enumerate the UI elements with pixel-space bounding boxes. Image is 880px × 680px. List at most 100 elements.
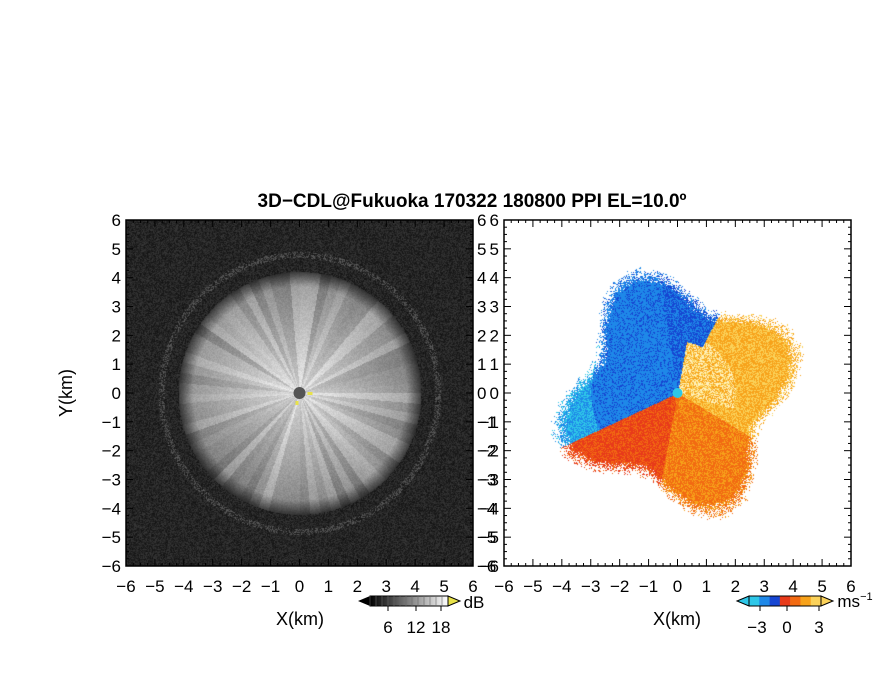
y-tick-label-right: −6 — [477, 557, 496, 576]
x-tick-label: −5 — [145, 577, 164, 596]
x-tick-label: −5 — [523, 577, 542, 596]
snr-panel: −66 6−55 5−44 4−33 3−22 2−11 100 01−1 −12−2 −23−3… — [56, 211, 496, 629]
y-tick-label: 1 — [490, 355, 499, 374]
y-tick-label: 3 — [112, 298, 121, 317]
y-tick-label-right: −4 — [477, 499, 496, 518]
lidar-site-marker — [293, 387, 306, 399]
y-tick-label-right: −5 — [477, 528, 496, 547]
y-tick-label: −2 — [102, 442, 121, 461]
x-tick-label: −2 — [232, 577, 251, 596]
velocity-x-axis-label: X(km) — [653, 609, 701, 629]
x-tick-label: −1 — [639, 577, 658, 596]
velocity-field — [504, 220, 851, 566]
snr-colorbar-over-arrow — [447, 595, 462, 607]
y-tick-label: 4 — [112, 269, 121, 288]
figure-title: 3D−CDL@Fukuoka 170322 180800 PPI EL=10.0… — [258, 191, 687, 212]
velocity-colorbar-segment — [759, 596, 770, 606]
x-tick-label: 5 — [439, 577, 448, 596]
snr-y-axis-label: Y(km) — [56, 369, 76, 417]
velocity-colorbar-under-arrow — [735, 595, 750, 607]
x-tick-label: 6 — [468, 577, 477, 596]
x-tick-label: 2 — [731, 577, 740, 596]
y-tick-label: −5 — [102, 528, 121, 547]
y-tick-label-right: 2 — [477, 326, 486, 345]
y-tick-label: −4 — [480, 499, 499, 518]
x-tick-label: 1 — [324, 577, 333, 596]
y-tick-label: −3 — [480, 471, 499, 490]
velocity-colorbar-over-arrow — [820, 595, 835, 607]
snr-field — [126, 220, 473, 566]
velocity-colorbar-segment — [810, 596, 822, 606]
y-tick-label: 0 — [112, 384, 121, 403]
lidar-site-marker — [672, 388, 683, 398]
x-tick-label: −1 — [261, 577, 280, 596]
velocity-colorbar-segment — [790, 596, 801, 606]
velocity-colorbar-segments — [748, 595, 822, 607]
y-tick-label: −3 — [102, 471, 121, 490]
y-tick-label: −1 — [480, 413, 499, 432]
x-tick-label: −6 — [494, 577, 513, 596]
snr-colorbar-tick-18: 18 — [432, 618, 451, 637]
y-tick-label: 5 — [490, 240, 499, 259]
x-tick-label: −4 — [552, 577, 571, 596]
velocity-colorbar-segment — [749, 596, 760, 606]
x-tick-label: 4 — [410, 577, 419, 596]
x-tick-label: 4 — [788, 577, 797, 596]
snr-colorbar-unit: dB — [464, 593, 485, 612]
x-tick-label: −4 — [174, 577, 193, 596]
velocity-colorbar-segment — [779, 596, 791, 606]
velocity-colorbar-tick-3: 3 — [814, 618, 823, 637]
y-tick-label: 0 — [490, 384, 499, 403]
y-tick-label-right: 4 — [477, 269, 486, 288]
y-tick-label-right: −3 — [477, 471, 496, 490]
y-tick-label-right: −1 — [477, 413, 496, 432]
y-tick-label: 5 — [112, 240, 121, 259]
snr-colorbar-under-arrow — [358, 596, 370, 606]
y-tick-label-right: 1 — [477, 355, 486, 374]
x-tick-label: 0 — [673, 577, 682, 596]
x-tick-label: −3 — [581, 577, 600, 596]
snr-colorbar-tick-12: 12 — [407, 618, 426, 637]
snr-x-axis-label: X(km) — [276, 609, 324, 629]
velocity-colorbar-unit: ms−1 — [837, 591, 872, 611]
y-tick-label: −4 — [102, 499, 121, 518]
y-tick-label: 6 — [112, 211, 121, 230]
y-tick-label-right: −2 — [477, 442, 496, 461]
velocity-colorbar-segment — [769, 596, 781, 606]
snr-colorbar-tick-6: 6 — [383, 618, 392, 637]
y-tick-label: 6 — [490, 211, 499, 230]
y-tick-label-right: 5 — [477, 240, 486, 259]
x-tick-label: 6 — [846, 577, 855, 596]
x-tick-label: 3 — [382, 577, 391, 596]
x-tick-label: 0 — [295, 577, 304, 596]
velocity-colorbar-tick-neg3: −3 — [747, 618, 766, 637]
x-tick-label: −2 — [610, 577, 629, 596]
x-tick-label: 2 — [353, 577, 362, 596]
x-tick-label: 5 — [817, 577, 826, 596]
y-tick-label: −5 — [480, 528, 499, 547]
velocity-colorbar: −3 0 3 ms−1 — [735, 591, 873, 637]
x-tick-label: 3 — [760, 577, 769, 596]
y-tick-label: −1 — [102, 413, 121, 432]
y-tick-label: −6 — [480, 557, 499, 576]
x-tick-label: 1 — [702, 577, 711, 596]
y-tick-label-right: 0 — [477, 384, 486, 403]
y-tick-label: 2 — [112, 326, 121, 345]
x-tick-label: −6 — [116, 577, 135, 596]
y-tick-label-right: 6 — [477, 211, 486, 230]
velocity-colorbar-segment — [800, 596, 812, 606]
y-tick-label: −6 — [102, 557, 121, 576]
y-tick-label: −2 — [480, 442, 499, 461]
y-tick-label: 4 — [490, 269, 499, 288]
snr-colorbar: 6 12 18 dB — [358, 593, 484, 637]
snr-axis-ticks: −66 6−55 5−44 4−33 3−22 2−11 100 01−1 −12−2 −23−3… — [102, 211, 497, 596]
y-tick-label: 3 — [490, 298, 499, 317]
y-tick-label: 2 — [490, 326, 499, 345]
y-tick-label: 1 — [112, 355, 121, 374]
velocity-colorbar-tick-0: 0 — [782, 618, 791, 637]
x-tick-label: −3 — [203, 577, 222, 596]
y-tick-label-right: 3 — [477, 298, 486, 317]
